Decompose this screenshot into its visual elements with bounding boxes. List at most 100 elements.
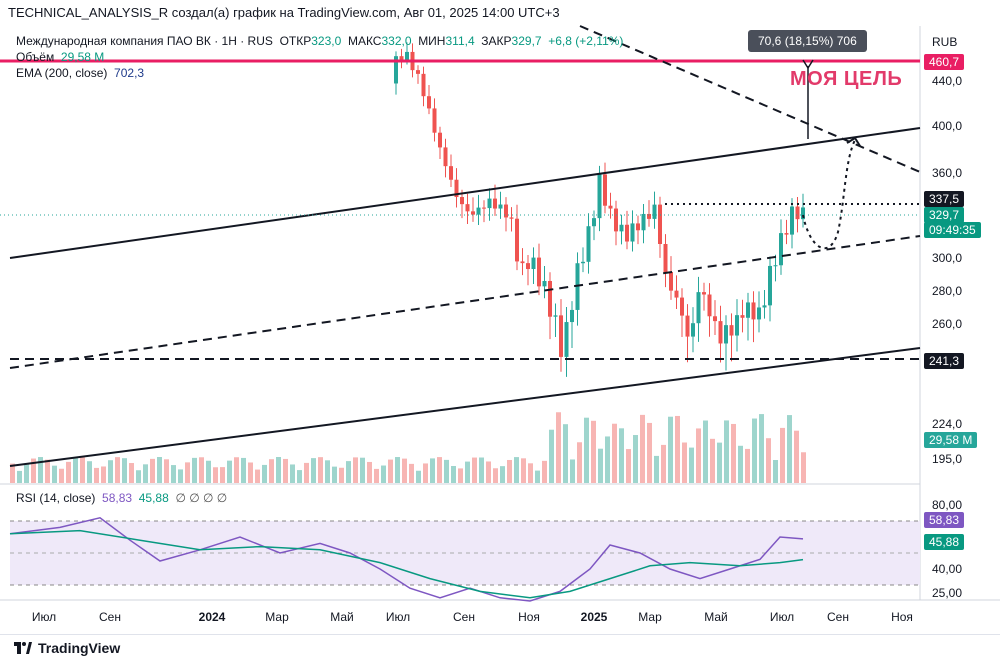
candle-body (724, 325, 728, 344)
volume-bar (402, 458, 407, 483)
volume-bar (703, 420, 708, 483)
volume-bar (493, 468, 498, 483)
rsi-extra: ∅ ∅ ∅ ∅ (175, 491, 228, 505)
volume-bar (486, 461, 491, 483)
volume-bar (255, 469, 260, 483)
last-price-tag: 329,7 (924, 207, 965, 223)
candle-body (630, 223, 635, 242)
candle-body (757, 307, 761, 320)
rsi-ma-tag: 45,88 (924, 534, 965, 550)
volume-bar (451, 465, 456, 483)
currency-label[interactable]: RUB (932, 35, 958, 49)
time-tick-label: Май (330, 610, 354, 624)
candle-body (680, 297, 684, 316)
price-tick-label: 400,0 (932, 119, 963, 133)
candle-body (674, 290, 679, 298)
candle-body (526, 263, 530, 270)
candle-body (652, 204, 657, 219)
volume-bar (325, 460, 330, 483)
volume-value: 29,58 M (60, 50, 105, 64)
volume-bar (164, 459, 169, 483)
volume-bar (626, 449, 631, 483)
candle-body (762, 305, 767, 308)
goal-annotation: МОЯ ЦЕЛЬ (790, 68, 903, 90)
volume-bar (346, 461, 351, 483)
volume-bar (521, 458, 526, 483)
rsi-panel (9, 516, 920, 602)
volume-bar (332, 466, 337, 483)
volume-bar (668, 416, 673, 483)
volume-bar (360, 457, 365, 483)
volume-bar (374, 468, 379, 483)
candle-body (581, 261, 585, 264)
price-tick-label: 280,0 (932, 284, 963, 298)
price-tick-label: 360,0 (932, 166, 963, 180)
volume-bar (535, 470, 540, 483)
time-tick-label: Май (704, 610, 728, 624)
volume-bar (199, 457, 204, 483)
volume-bar (437, 457, 442, 483)
volume-bar (612, 423, 617, 483)
volume-bar (570, 459, 575, 483)
volume-bar (213, 467, 218, 483)
volume-bar (724, 420, 729, 483)
volume-bar (157, 457, 162, 483)
volume-bar (353, 457, 358, 483)
volume-bar (206, 460, 211, 483)
candle-body (625, 224, 629, 242)
volume-bar (94, 467, 99, 483)
volume-bar (479, 457, 484, 483)
rsi-tick-label: 25,00 (932, 586, 963, 600)
target-price-tag: 460,7 (924, 54, 965, 70)
volume-bar (339, 467, 344, 483)
volume-bar (465, 461, 470, 483)
volume-bar (395, 457, 400, 483)
candle-body (487, 198, 492, 209)
volume-bar (59, 468, 64, 483)
rsi-tick-label: 80,00 (932, 498, 963, 512)
footer (0, 634, 1000, 665)
candle-body (559, 315, 563, 357)
candle-body (614, 208, 618, 232)
tradingview-logo[interactable]: TradingView (14, 640, 120, 656)
time-tick-label: Ноя (891, 610, 913, 624)
candle-body (603, 174, 607, 206)
volume-bar (619, 428, 624, 483)
volume-bar (269, 459, 274, 483)
candle-body (443, 147, 448, 167)
candle-body (784, 233, 789, 235)
volume-bar (717, 442, 722, 483)
candle-body (548, 280, 552, 317)
volume-bar (745, 448, 750, 483)
volume-bar (381, 465, 386, 483)
channel-lower-line (9, 347, 921, 467)
grid (0, 26, 1000, 601)
tradingview-icon (14, 642, 32, 654)
price-tick-label: 224,0 (932, 417, 963, 431)
volume-bar (661, 444, 666, 483)
time-tick-label: 2024 (198, 610, 226, 624)
candle-body (504, 204, 508, 218)
candle-body (768, 265, 772, 306)
rsi-value: 58,83 (102, 491, 133, 505)
candle-body (553, 315, 558, 317)
candle-body (685, 315, 690, 337)
volume-bar (17, 470, 22, 483)
candle-body (542, 280, 547, 287)
volume-bar (654, 455, 659, 483)
volume-bar (731, 423, 736, 483)
volume-bar (304, 462, 309, 483)
candle-body (663, 243, 668, 272)
time-tick-label: Мар (265, 610, 289, 624)
candle-body (696, 292, 701, 324)
rsi-ma-value: 45,88 (138, 491, 169, 505)
price-tick-label: 440,0 (932, 74, 963, 88)
candle-body (735, 315, 739, 336)
volume-bar (542, 460, 547, 483)
volume-bar (276, 457, 281, 483)
candlesticks (394, 42, 805, 377)
close-label: ЗАКР (481, 34, 512, 48)
volume-bar (227, 460, 232, 483)
open-value: 323,0 (311, 34, 342, 48)
